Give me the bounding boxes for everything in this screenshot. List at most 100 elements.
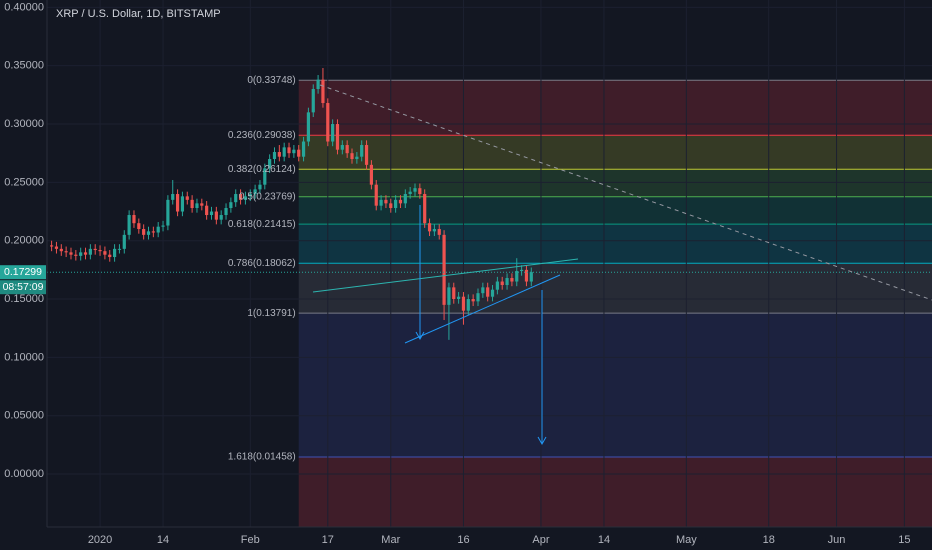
arrow-head [537, 436, 547, 446]
candle-body [117, 248, 122, 250]
last-price-box [0, 265, 46, 280]
arrow-head [415, 331, 425, 341]
candle-body [83, 252, 88, 255]
fib-band [298, 313, 932, 458]
candle-body [423, 194, 427, 224]
candle-body [457, 296, 461, 300]
candle-body [510, 278, 514, 282]
candle-body [166, 199, 170, 226]
fib-band [298, 80, 932, 136]
candle-body [175, 194, 180, 212]
candle-body [54, 246, 59, 249]
candle-body [253, 189, 257, 195]
triangle-lower-line [404, 274, 561, 344]
y-tick-label: 0.30000 [4, 118, 44, 130]
fib-band [298, 263, 932, 314]
candle-layer [47, 68, 932, 340]
candle-body [263, 168, 267, 185]
candle-body [476, 293, 480, 302]
x-tick-label: 15 [898, 534, 910, 546]
candle-body [108, 254, 112, 258]
candle-body [98, 250, 102, 252]
candle-body [350, 153, 354, 160]
candle-body [316, 79, 320, 90]
candle-body [146, 231, 151, 235]
candle-body [442, 234, 446, 305]
candle-body [466, 299, 470, 311]
candle-body [529, 272, 533, 282]
y-tick-label: 0.35000 [4, 60, 44, 72]
candle-body [355, 156, 359, 160]
candle-body [394, 199, 398, 209]
x-tick-label: Feb [241, 534, 260, 546]
y-tick-label: 0.20000 [4, 235, 44, 247]
fib-level-label: 1.618(0.01458) [228, 452, 296, 463]
candle-body [345, 145, 349, 154]
candle-body [79, 252, 83, 256]
chart-title: XRP / U.S. Dollar, 1D, BITSTAMP [56, 8, 221, 20]
candle-body [268, 159, 272, 169]
candle-body [389, 203, 393, 209]
candle-body [384, 199, 388, 204]
candle-body [219, 215, 223, 220]
x-tick-label: 14 [157, 534, 169, 546]
candle-body [185, 196, 189, 200]
x-tick-label: Apr [532, 534, 549, 546]
fib-band [298, 135, 932, 170]
candle-body [437, 229, 441, 235]
candle-body [142, 229, 146, 235]
candle-body [137, 223, 141, 230]
candle-body [418, 188, 422, 195]
candle-body [180, 196, 185, 212]
candle-body [398, 199, 403, 204]
candle-body [321, 79, 325, 104]
fib-level-label: 0.236(0.29038) [228, 130, 296, 141]
candle-body [297, 149, 301, 157]
candle-body [520, 269, 524, 272]
last-price-label: 0.17299 [4, 266, 42, 278]
candle-body [331, 124, 335, 142]
candle-body [364, 145, 369, 165]
candle-body [461, 296, 466, 311]
fib-layer [298, 79, 932, 527]
drawings: 0(0.33748) 0.236(0.29038) 0.382(0.26124) 0.… [228, 75, 932, 463]
fib-level-label: 0.618(0.21415) [228, 219, 296, 230]
fib-level-label: 1(0.13791) [247, 308, 295, 319]
candle-body [74, 254, 78, 256]
candle-body [282, 147, 286, 157]
candle-body [171, 194, 175, 200]
x-tick-label: Mar [381, 534, 400, 546]
candle-body [59, 248, 63, 252]
candle-body [379, 199, 383, 206]
candle-body [447, 287, 451, 305]
candle-body [306, 112, 311, 142]
countdown-label: 08:57:09 [3, 281, 44, 293]
candle-body [301, 141, 306, 157]
candle-body [161, 225, 165, 227]
fib-band [298, 169, 932, 197]
fib-level-label: 0.382(0.26124) [228, 164, 296, 175]
candle-body [452, 287, 456, 300]
candle-body [224, 208, 228, 216]
candle-body [122, 234, 126, 249]
countdown-box [0, 280, 46, 295]
candle-body [50, 245, 54, 247]
candle-body [495, 281, 499, 290]
fib-level-label: 0(0.33748) [247, 75, 295, 86]
y-tick-label: 0.00000 [4, 468, 44, 480]
candle-body [360, 145, 364, 157]
candle-body [490, 289, 495, 297]
candle-body [326, 103, 330, 142]
fib-level-label: 0.786(0.18062) [228, 258, 296, 269]
candle-body [200, 203, 204, 206]
candle-body [205, 205, 209, 216]
fib-band [298, 224, 932, 264]
x-tick-label: 17 [322, 534, 334, 546]
candle-body [515, 271, 519, 282]
candle-body [195, 203, 199, 209]
x-axis-area [0, 527, 932, 550]
y-tick-label: 0.25000 [4, 176, 44, 188]
x-tick-label: May [676, 534, 697, 546]
